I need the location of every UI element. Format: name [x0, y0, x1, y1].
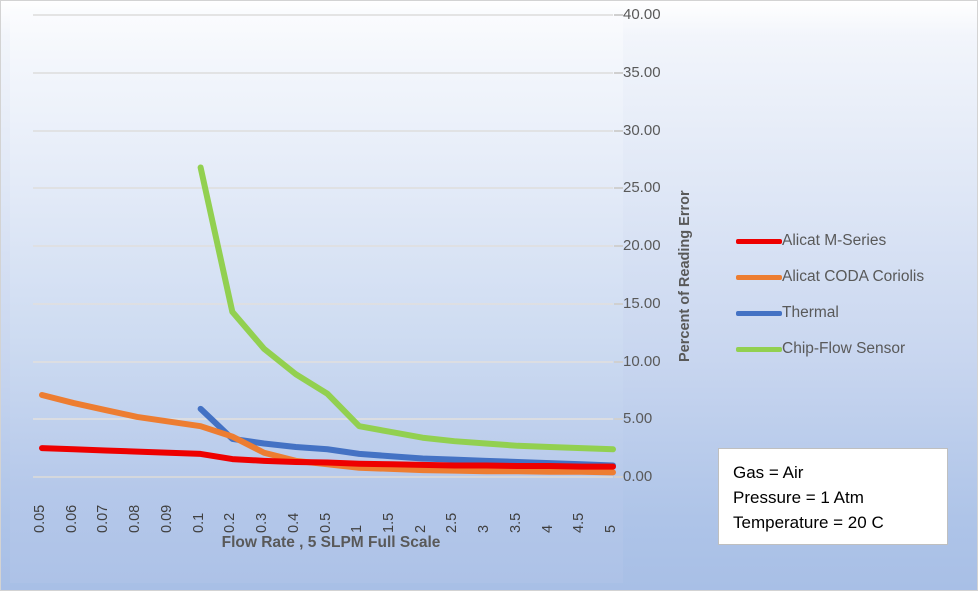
gridline-0	[33, 476, 613, 478]
y-axis-label: 30.00	[623, 121, 661, 139]
x-axis-label: 0.5	[317, 512, 334, 533]
x-axis-label: 0.08	[127, 504, 144, 533]
legend-color-swatch	[736, 274, 782, 280]
gridline-30	[33, 129, 613, 132]
x-axis-label: 2.5	[444, 512, 461, 533]
legend-item-label: Thermal	[782, 304, 839, 321]
x-axis-labels: 0.05 0.06 0.07 0.08 0.09 0.1 0.2 0.3 0.4 0.5 1 1.5 2…	[32, 483, 619, 533]
chart-plot-background	[10, 9, 623, 583]
x-axis-label: 3	[476, 524, 493, 533]
x-axis-label: 4	[539, 524, 556, 533]
x-axis-label: 1	[349, 524, 366, 533]
y-tick-25	[614, 187, 623, 190]
x-axis-label: 0.3	[254, 512, 271, 533]
x-axis-title: Flow Rate , 5 SLPM Full Scale	[221, 534, 441, 551]
y-axis-label: 10.00	[623, 352, 661, 370]
condition-pressure: Pressure = 1 Atm	[733, 488, 864, 507]
x-axis-label: 0.1	[190, 512, 207, 533]
gridline-10	[33, 360, 613, 363]
x-axis-label: 0.4	[285, 512, 302, 533]
legend-item-label: Alicat CODA Coriolis	[782, 268, 925, 285]
series-line	[39, 445, 616, 470]
y-tick-20	[614, 245, 623, 247]
legend-item[interactable]: Thermal	[736, 295, 971, 331]
y-axis-label: 25.00	[623, 179, 661, 197]
x-axis-label: 3.5	[507, 512, 524, 533]
y-axis-label: 15.00	[623, 294, 661, 312]
x-axis-label: 0.2	[222, 512, 239, 533]
y-axis-label: 20.00	[623, 237, 661, 254]
legend-color-swatch	[736, 310, 782, 316]
series-line	[197, 405, 616, 469]
condition-temperature: Temperature = 20 C	[733, 513, 884, 532]
legend-item-label: Alicat M-Series	[782, 232, 887, 249]
y-axis-label: 35.00	[623, 63, 661, 81]
conditions-textbox: Gas = Air Pressure = 1 Atm Temperature =…	[718, 448, 948, 545]
gridline-20	[33, 245, 613, 247]
series-line	[197, 164, 616, 453]
y-axis-labels: 40.00 35.00 30.00 25.00 20.00 15.00 10.00 5.00 0…	[623, 1, 681, 590]
gridline-15	[33, 302, 613, 305]
legend-item[interactable]: Alicat M-Series	[736, 223, 971, 259]
condition-gas: Gas = Air	[733, 463, 804, 482]
y-tick-10	[614, 360, 623, 363]
legend-color-swatch	[736, 346, 782, 352]
legend-item[interactable]: Chip-Flow Sensor	[736, 331, 971, 367]
x-axis-label: 0.06	[63, 504, 80, 533]
x-axis-label: 0.05	[32, 504, 48, 533]
y-tick-15	[614, 302, 623, 305]
x-axis-label: 2	[412, 524, 429, 533]
y-axis-title: Percent of Reading Error	[677, 190, 693, 362]
x-axis-label: 0.09	[158, 504, 175, 533]
legend-item[interactable]: Alicat CODA Coriolis	[736, 259, 971, 295]
gridline-5	[33, 418, 613, 421]
chart-legend: Alicat M-Series Alicat CODA Coriolis Therm…	[736, 223, 971, 367]
x-axis-label: 0.07	[95, 504, 112, 533]
y-axis-label: 5.00	[623, 410, 653, 428]
y-axis-label: 0.00	[623, 468, 653, 485]
gridline-40	[33, 14, 613, 16]
y-tick-40	[614, 14, 623, 16]
legend-color-swatch	[736, 238, 782, 244]
legend-item-label: Chip-Flow Sensor	[782, 340, 906, 357]
x-axis-label: 1.5	[380, 512, 397, 533]
gridline-25	[33, 187, 613, 190]
x-axis-label: 4.5	[571, 512, 588, 533]
y-tick-0	[614, 476, 623, 478]
y-tick-30	[614, 129, 623, 132]
y-tick-35	[614, 71, 623, 74]
chart-plot-area	[33, 14, 616, 478]
x-axis-label: 5	[603, 524, 619, 533]
y-axis-label: 40.00	[623, 6, 661, 23]
gridline-35	[33, 71, 613, 74]
y-tick-5	[614, 418, 623, 421]
chart-series-layer	[39, 164, 616, 476]
